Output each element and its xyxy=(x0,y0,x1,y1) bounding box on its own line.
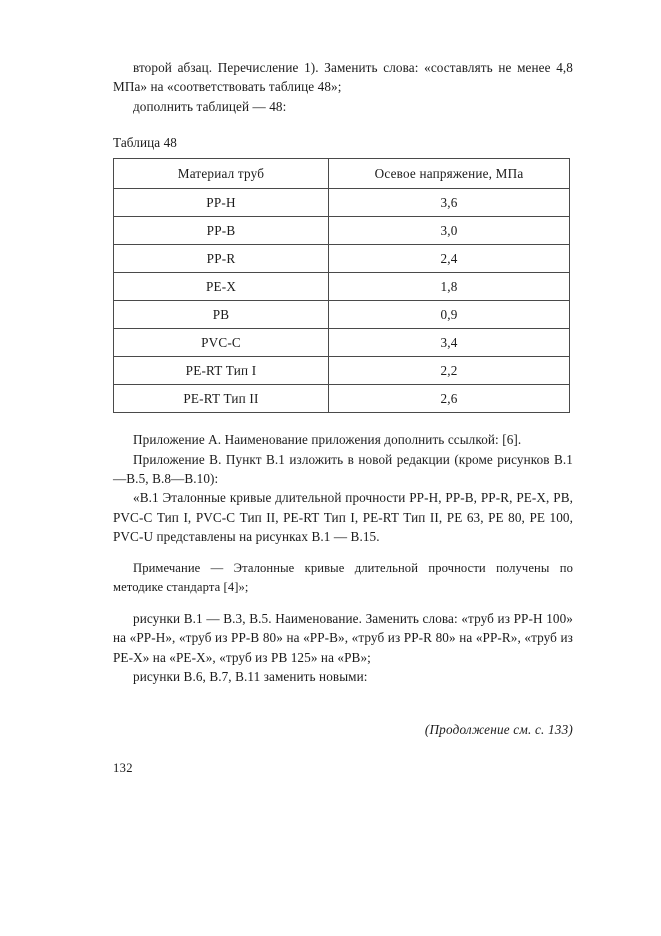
table-row: PE-RT Тип I 2,2 xyxy=(113,356,570,386)
cell-material: PP-B xyxy=(113,216,329,246)
cell-stress: 2,6 xyxy=(328,384,570,414)
spacer-before-note xyxy=(113,547,573,559)
table-row: PP-B 3,0 xyxy=(113,216,570,246)
cell-material: PE-X xyxy=(113,272,329,302)
cell-material: PE-RT Тип II xyxy=(113,384,329,414)
axial-stress-table: Материал труб Осевое напряжение, МПа PP-… xyxy=(113,158,570,414)
table-header-stress: Осевое напряжение, МПа xyxy=(328,158,570,190)
intro-paragraph-2: дополнить таблицей — 48: xyxy=(133,98,287,114)
table-row: PE-RT Тип II 2,6 xyxy=(113,384,570,414)
cell-stress: 3,4 xyxy=(328,328,570,358)
paragraph-note: Примечание — Эталонные кривые длительной… xyxy=(113,560,573,594)
paragraph-b1: «В.1 Эталонные кривые длительной прочнос… xyxy=(113,490,573,545)
paragraph-figures-1: рисунки В.1 — В.3, В.5. Наименование. За… xyxy=(113,611,573,665)
intro-paragraph-1: второй абзац. Перечисление 1). Заменить … xyxy=(113,60,573,95)
cell-material: PB xyxy=(113,300,329,330)
spacer-after-table xyxy=(113,413,573,430)
table-caption: Таблица 48 xyxy=(113,135,177,151)
cell-material: PP-R xyxy=(113,244,329,274)
table-row: PP-R 2,4 xyxy=(113,244,570,274)
table-row: PP-H 3,6 xyxy=(113,188,570,218)
table-row: PE-X 1,8 xyxy=(113,272,570,302)
paragraph-appendix-a: Приложение А. Наименование приложения до… xyxy=(133,432,522,448)
cell-stress: 2,2 xyxy=(328,356,570,386)
page-content: второй абзац. Перечисление 1). Заменить … xyxy=(113,58,573,687)
cell-stress: 3,6 xyxy=(328,188,570,218)
paragraph-appendix-b: Приложение В. Пункт В.1 изложить в новой… xyxy=(113,451,573,487)
cell-stress: 3,0 xyxy=(328,216,570,246)
table-header-material: Материал труб xyxy=(113,158,329,190)
cell-material: PE-RT Тип I xyxy=(113,356,329,386)
spacer-before-table-caption xyxy=(113,116,573,133)
page-number: 132 xyxy=(113,761,133,775)
spacer-after-note xyxy=(113,597,573,609)
cell-material: PP-H xyxy=(113,188,329,218)
cell-stress: 1,8 xyxy=(328,272,570,302)
paragraph-figures-2: рисунки В.6, В.7, В.11 заменить новыми: xyxy=(133,669,368,685)
cell-stress: 2,4 xyxy=(328,244,570,274)
table-header-row: Материал труб Осевое напряжение, МПа xyxy=(113,158,570,190)
cell-material: PVC-C xyxy=(113,328,329,358)
cell-stress: 0,9 xyxy=(328,300,570,330)
table-row: PB 0,9 xyxy=(113,300,570,330)
continuation-note: (Продолжение см. с. 133) xyxy=(424,722,573,737)
table-row: PVC-C 3,4 xyxy=(113,328,570,358)
